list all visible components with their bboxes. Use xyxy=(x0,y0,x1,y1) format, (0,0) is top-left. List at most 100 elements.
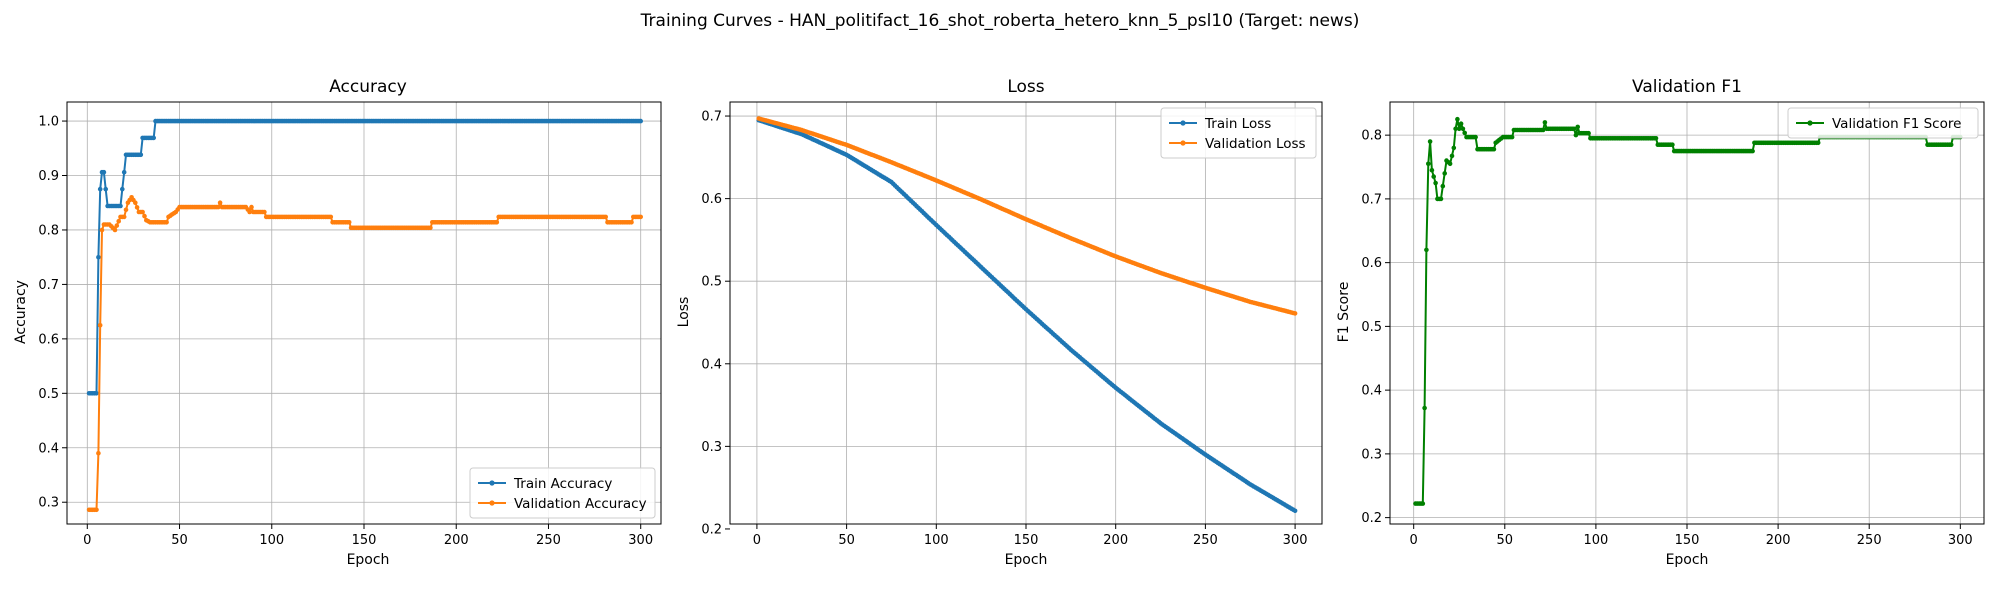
validation-accuracy-point xyxy=(140,209,145,215)
validation-accuracy-point xyxy=(112,227,118,233)
train-accuracy-legend-marker xyxy=(489,480,495,486)
validation-f1-point xyxy=(1460,126,1466,132)
validation-f1-point xyxy=(1451,145,1457,151)
accuracy-x-tick-label: 0 xyxy=(83,533,91,548)
train-accuracy-point xyxy=(118,203,123,209)
loss-panel-title: Loss xyxy=(1007,77,1044,97)
validation-accuracy-point xyxy=(346,220,352,225)
loss-x-tick-label: 150 xyxy=(1014,533,1039,548)
loss-y-tick-label: 0.2 xyxy=(701,522,722,537)
validation-accuracy-point xyxy=(629,220,634,225)
accuracy-x-tick-label: 250 xyxy=(536,533,561,548)
validation-accuracy-point xyxy=(97,323,103,328)
loss-legend-box xyxy=(1160,107,1317,159)
validation-accuracy-point xyxy=(249,204,254,210)
accuracy-plot-frame xyxy=(66,101,662,525)
validation-loss-legend-marker xyxy=(1180,140,1186,146)
validation-accuracy-legend-marker xyxy=(489,500,495,506)
validation-accuracy-point xyxy=(116,218,121,224)
validation-loss-legend-label: Validation Loss xyxy=(1205,136,1306,152)
train-loss-legend-marker xyxy=(1180,120,1186,126)
validation-accuracy-point xyxy=(603,214,608,220)
validation-accuracy-point xyxy=(164,220,169,225)
validation-f1-point xyxy=(1573,132,1579,138)
accuracy-y-tick-label: 0.3 xyxy=(38,496,59,511)
loss-x-tick-label: 0 xyxy=(753,533,761,548)
validation-accuracy-series xyxy=(86,195,643,513)
loss-y-tick-label: 0.7 xyxy=(701,110,722,125)
validation-accuracy-point xyxy=(99,227,105,233)
validation-f1-panel: Validation F1 Epoch F1 Score 0 50 100 150 20… xyxy=(1336,77,1985,568)
validation-f1-point xyxy=(1473,134,1478,140)
f1-y-tick-label: 0.4 xyxy=(1361,384,1382,399)
validation-accuracy-point xyxy=(114,223,120,228)
train-accuracy-point xyxy=(97,186,103,192)
f1-x-tick-label: 100 xyxy=(1583,533,1608,548)
validation-f1-point xyxy=(1438,196,1444,202)
validation-f1-point xyxy=(1431,174,1436,179)
validation-f1-point xyxy=(1670,142,1675,147)
validation-f1-point xyxy=(1429,167,1435,173)
f1-x-tick-label: 250 xyxy=(1857,533,1882,548)
loss-y-tick-label: 0.3 xyxy=(701,440,722,455)
validation-accuracy-point xyxy=(247,209,252,215)
loss-x-axis-label: Epoch xyxy=(1005,552,1048,568)
train-accuracy-point xyxy=(121,169,127,175)
accuracy-legend-box xyxy=(469,467,656,519)
validation-accuracy-point xyxy=(217,200,223,205)
accuracy-y-tick-label: 0.4 xyxy=(38,441,59,456)
validation-accuracy-point xyxy=(134,205,140,210)
validation-f1-point xyxy=(1447,161,1453,167)
accuracy-y-tick-label: 0.5 xyxy=(38,387,59,402)
accuracy-x-tick-label: 100 xyxy=(259,533,284,548)
train-accuracy-series xyxy=(86,118,643,396)
f1-x-tick-label: 50 xyxy=(1497,533,1514,548)
f1-x-axis-label: Epoch xyxy=(1666,552,1709,568)
accuracy-y-tick-label: 0.7 xyxy=(38,278,59,293)
validation-f1-point xyxy=(1449,153,1455,159)
accuracy-x-tick-label: 150 xyxy=(352,533,377,548)
validation-accuracy-legend-label: Validation Accuracy xyxy=(514,496,647,512)
validation-f1-point xyxy=(1750,148,1755,154)
accuracy-panel: Accuracy Epoch Accuracy 0 50 100 150 200 250 3… xyxy=(13,77,662,568)
train-accuracy-point xyxy=(103,186,108,192)
validation-accuracy-point xyxy=(216,204,221,210)
train-accuracy-point xyxy=(138,152,144,158)
validation-f1-point xyxy=(1442,171,1447,176)
validation-f1-point xyxy=(1586,130,1591,136)
train-accuracy-point xyxy=(96,254,101,260)
validation-loss-series xyxy=(756,116,1298,316)
train-accuracy-point xyxy=(101,169,107,175)
validation-f1-point xyxy=(1456,126,1462,132)
accuracy-y-tick-label: 0.6 xyxy=(38,332,59,347)
validation-accuracy-point xyxy=(494,220,500,225)
validation-f1-point xyxy=(1653,136,1659,141)
validation-f1-point xyxy=(1453,126,1458,132)
f1-x-tick-label: 150 xyxy=(1675,533,1700,548)
train-accuracy-point xyxy=(151,135,156,141)
validation-accuracy-point xyxy=(94,507,99,513)
accuracy-y-tick-label: 0.8 xyxy=(38,223,59,238)
accuracy-x-tick-label: 50 xyxy=(171,533,188,548)
f1-y-tick-label: 0.6 xyxy=(1361,256,1382,271)
validation-f1-point xyxy=(1427,139,1433,144)
loss-y-axis-label: Loss xyxy=(676,297,692,328)
accuracy-x-tick-label: 200 xyxy=(444,533,469,548)
validation-f1-point xyxy=(1420,501,1426,506)
validation-accuracy-point xyxy=(133,200,138,205)
loss-y-tick-label: 0.6 xyxy=(701,192,722,207)
f1-x-tick-label: 0 xyxy=(1410,533,1418,548)
train-loss-point xyxy=(1292,508,1298,514)
validation-f1-point xyxy=(1458,121,1464,126)
validation-f1-point xyxy=(1455,116,1460,122)
loss-y-tick-label: 0.5 xyxy=(701,275,722,290)
validation-f1-point xyxy=(1440,183,1446,189)
loss-legend: Train Loss Validation Loss xyxy=(1160,107,1317,159)
validation-f1-legend-marker xyxy=(1807,120,1813,126)
train-accuracy-point xyxy=(120,186,125,192)
train-accuracy-point xyxy=(638,118,643,124)
accuracy-x-tick-label: 300 xyxy=(628,533,653,548)
loss-x-tick-label: 200 xyxy=(1103,533,1128,548)
accuracy-y-axis-label: Accuracy xyxy=(13,280,29,344)
